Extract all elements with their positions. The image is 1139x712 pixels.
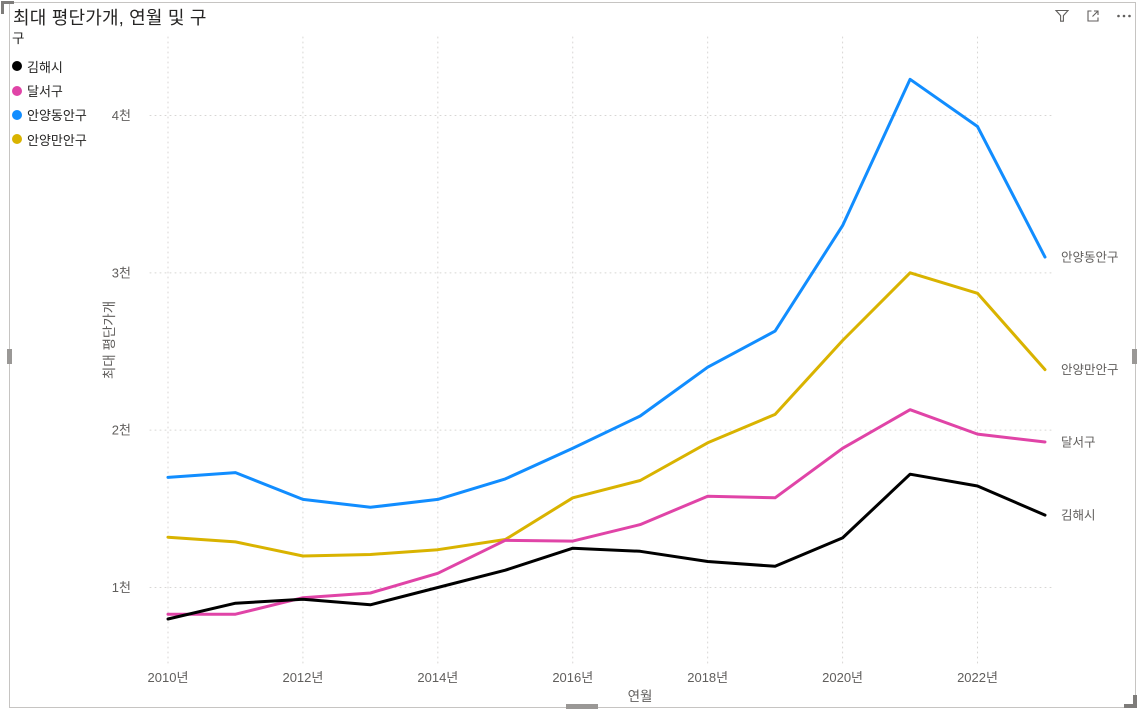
line-series-달서구[interactable]: [166, 408, 1047, 616]
line-series-김해시[interactable]: [166, 472, 1047, 621]
x-tick-label: 2018년: [687, 670, 728, 685]
legend-title: 구: [12, 31, 25, 46]
x-tick-label: 2010년: [148, 670, 189, 685]
x-tick-label: 2016년: [552, 670, 593, 685]
line-series-안양동안구[interactable]: [166, 77, 1047, 509]
resize-handle-top-left[interactable]: [1, 1, 14, 4]
legend-marker-icon: [12, 61, 22, 72]
y-tick-label: 3천: [112, 265, 131, 280]
x-tick-label: 2022년: [957, 670, 998, 685]
y-tick-label: 1천: [112, 580, 131, 595]
x-tick-label: 2020년: [822, 670, 863, 685]
legend-item-label: 김해시: [27, 59, 63, 75]
x-tick-label: 2014년: [417, 670, 458, 685]
legend-marker-icon: [12, 85, 22, 96]
series-end-label: 안양동안구: [1061, 251, 1119, 265]
resize-handle-top-left[interactable]: [1, 1, 4, 14]
legend-item[interactable]: 김해시: [12, 54, 87, 78]
more-options-icon[interactable]: [1114, 7, 1134, 25]
legend-item[interactable]: 안양만안구: [12, 127, 87, 151]
resize-handle-bottom-right[interactable]: [1133, 695, 1137, 708]
resize-handle-left[interactable]: [7, 349, 12, 364]
legend-marker-icon: [12, 109, 22, 120]
resize-handle-bottom-right[interactable]: [1124, 704, 1137, 708]
y-tick-label: 2천: [112, 423, 131, 438]
filter-icon[interactable]: [1052, 7, 1072, 25]
legend-item[interactable]: 달서구: [12, 78, 87, 102]
legend-item-label: 달서구: [27, 84, 63, 100]
x-axis-title: 연월: [628, 689, 653, 704]
y-tick-label: 4천: [112, 108, 131, 123]
series-end-label: 달서구: [1061, 435, 1096, 449]
resize-handle-right[interactable]: [1132, 349, 1137, 364]
resize-handle-bottom[interactable]: [566, 704, 598, 709]
legend-item[interactable]: 안양동안구: [12, 103, 87, 127]
legend-marker-icon: [12, 134, 22, 145]
series-end-label: 김해시: [1061, 509, 1096, 523]
chart-title: 최대 평단가개, 연월 및 구: [13, 8, 207, 28]
focus-mode-icon[interactable]: [1083, 7, 1103, 25]
legend-item-label: 안양만안구: [27, 132, 87, 148]
legend-item-label: 안양동안구: [27, 108, 87, 124]
line-series-안양만안구[interactable]: [166, 271, 1047, 558]
series-end-label: 안양만안구: [1061, 363, 1119, 377]
x-tick-label: 2012년: [282, 670, 323, 685]
visual-header: [1052, 7, 1134, 25]
y-axis-title: 최대 평단가개: [102, 301, 117, 379]
